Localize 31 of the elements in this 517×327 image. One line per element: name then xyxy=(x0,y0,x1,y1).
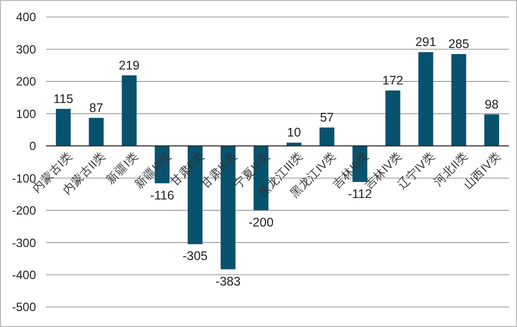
y-tick-label: 300 xyxy=(16,42,36,56)
bar xyxy=(320,128,334,146)
bar xyxy=(88,118,104,146)
bar xyxy=(56,108,71,146)
y-tick-label: 400 xyxy=(16,10,36,24)
bar xyxy=(122,75,137,146)
y-tick-label: -300 xyxy=(12,236,36,250)
data-label: -200 xyxy=(248,215,274,230)
y-tick-label: -400 xyxy=(12,268,36,282)
y-tick-label: -500 xyxy=(12,300,36,314)
bar xyxy=(286,142,302,146)
data-label: 285 xyxy=(448,37,470,52)
y-tick-label: 0 xyxy=(29,139,36,154)
y-tick-label: 200 xyxy=(16,74,36,89)
data-label: 219 xyxy=(118,58,140,72)
bar xyxy=(484,114,500,146)
data-label: -116 xyxy=(150,188,174,202)
data-label: 115 xyxy=(53,92,74,106)
data-label: 10 xyxy=(287,126,301,140)
data-label: -383 xyxy=(216,274,241,288)
y-tick-label: 100 xyxy=(16,106,36,121)
data-label: 291 xyxy=(415,35,436,50)
data-label: 98 xyxy=(484,97,499,112)
bar xyxy=(418,52,434,146)
y-tick-label: -200 xyxy=(12,204,36,218)
bar xyxy=(451,54,466,146)
data-label: 172 xyxy=(382,73,404,88)
data-label: 87 xyxy=(89,100,104,115)
bar xyxy=(385,90,400,146)
data-label: -305 xyxy=(182,249,208,264)
data-label: 57 xyxy=(320,110,334,125)
